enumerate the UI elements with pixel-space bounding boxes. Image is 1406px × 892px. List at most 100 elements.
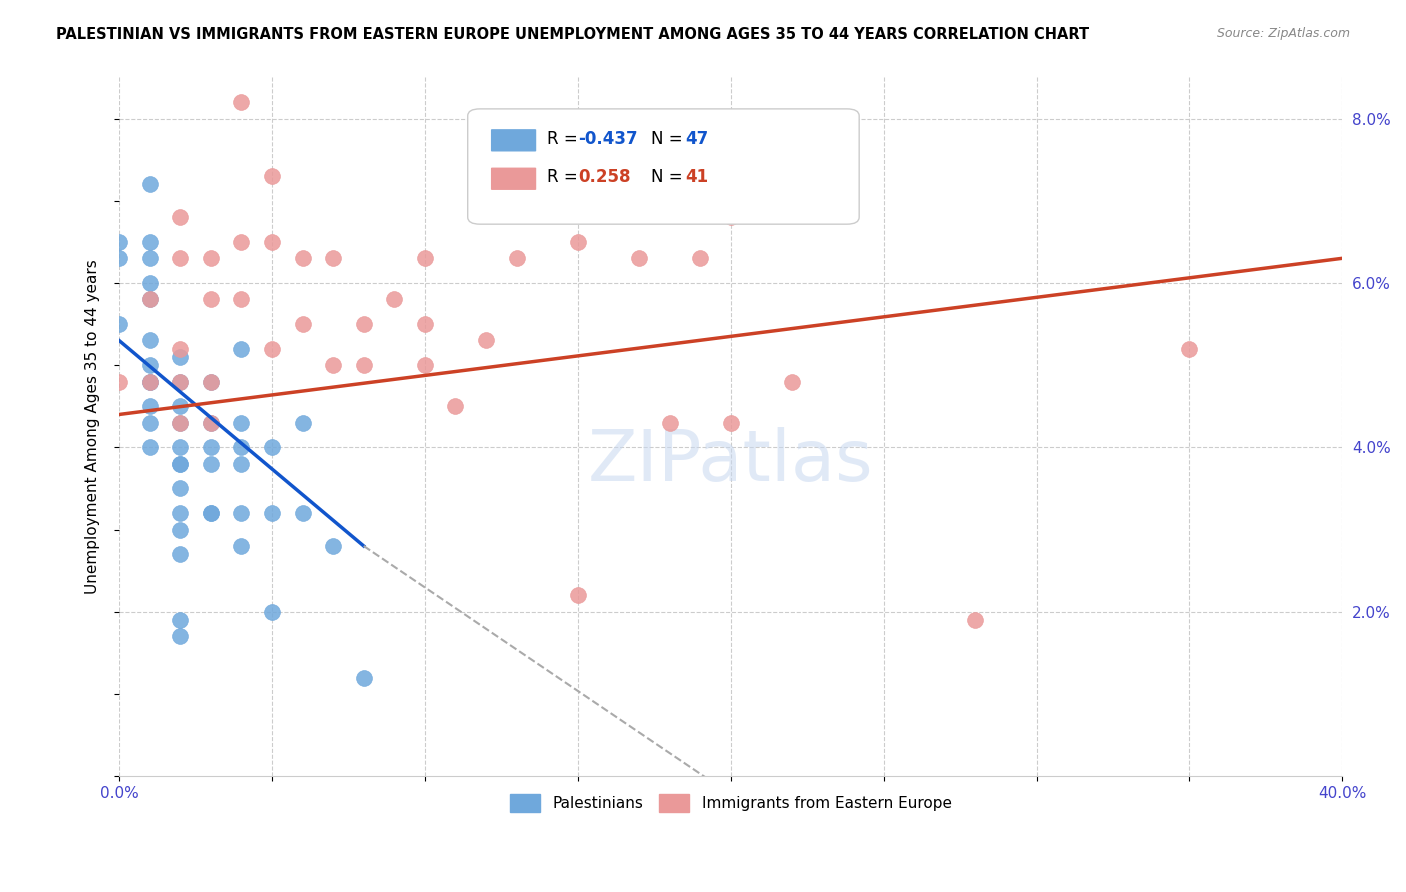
Point bbox=[413, 252, 436, 266]
FancyBboxPatch shape bbox=[491, 168, 536, 190]
Point bbox=[138, 375, 160, 389]
Point bbox=[505, 252, 527, 266]
Text: R =: R = bbox=[547, 169, 589, 186]
Text: 0.258: 0.258 bbox=[578, 169, 630, 186]
Point bbox=[322, 539, 344, 553]
Point bbox=[138, 178, 160, 192]
Point bbox=[169, 523, 191, 537]
Point bbox=[965, 613, 987, 627]
Point bbox=[169, 399, 191, 413]
Text: N =: N = bbox=[651, 169, 688, 186]
Point bbox=[260, 235, 283, 249]
Point bbox=[169, 457, 191, 471]
Point bbox=[260, 605, 283, 619]
Point bbox=[169, 457, 191, 471]
Point bbox=[138, 293, 160, 307]
Point bbox=[231, 95, 253, 109]
Point bbox=[169, 547, 191, 561]
Point bbox=[138, 375, 160, 389]
Point bbox=[231, 293, 253, 307]
Point bbox=[627, 252, 650, 266]
Text: Source: ZipAtlas.com: Source: ZipAtlas.com bbox=[1216, 27, 1350, 40]
Point bbox=[200, 293, 222, 307]
Text: -0.437: -0.437 bbox=[578, 130, 637, 148]
Text: R =: R = bbox=[547, 130, 583, 148]
Point bbox=[138, 252, 160, 266]
Text: 47: 47 bbox=[686, 130, 709, 148]
Point bbox=[291, 317, 314, 331]
Point bbox=[567, 588, 589, 602]
Point bbox=[1178, 342, 1201, 356]
Point bbox=[169, 350, 191, 364]
Point bbox=[200, 457, 222, 471]
Point bbox=[444, 399, 467, 413]
Point bbox=[138, 399, 160, 413]
Point bbox=[291, 506, 314, 520]
Point bbox=[108, 235, 131, 249]
Point bbox=[169, 375, 191, 389]
Point bbox=[138, 358, 160, 372]
Point bbox=[138, 441, 160, 455]
Point bbox=[169, 375, 191, 389]
Point bbox=[169, 506, 191, 520]
Point bbox=[200, 416, 222, 430]
Text: ZIPatlas: ZIPatlas bbox=[588, 427, 873, 496]
Point bbox=[108, 252, 131, 266]
Point bbox=[413, 317, 436, 331]
Point bbox=[260, 342, 283, 356]
Point bbox=[658, 416, 681, 430]
Point bbox=[260, 506, 283, 520]
Point bbox=[200, 375, 222, 389]
Point bbox=[322, 358, 344, 372]
Point bbox=[231, 539, 253, 553]
Point bbox=[353, 671, 375, 685]
Point bbox=[138, 416, 160, 430]
Y-axis label: Unemployment Among Ages 35 to 44 years: Unemployment Among Ages 35 to 44 years bbox=[86, 260, 100, 594]
Point bbox=[231, 457, 253, 471]
Point bbox=[200, 375, 222, 389]
Text: 41: 41 bbox=[686, 169, 709, 186]
FancyBboxPatch shape bbox=[468, 109, 859, 224]
Point bbox=[169, 416, 191, 430]
Point bbox=[169, 416, 191, 430]
Point bbox=[169, 482, 191, 496]
Text: PALESTINIAN VS IMMIGRANTS FROM EASTERN EUROPE UNEMPLOYMENT AMONG AGES 35 TO 44 Y: PALESTINIAN VS IMMIGRANTS FROM EASTERN E… bbox=[56, 27, 1090, 42]
Point bbox=[169, 342, 191, 356]
Point bbox=[260, 169, 283, 183]
Point bbox=[567, 235, 589, 249]
Point bbox=[169, 613, 191, 627]
Point bbox=[138, 375, 160, 389]
Text: N =: N = bbox=[651, 130, 688, 148]
Point bbox=[108, 317, 131, 331]
Point bbox=[231, 416, 253, 430]
Point bbox=[231, 441, 253, 455]
Point bbox=[200, 252, 222, 266]
FancyBboxPatch shape bbox=[491, 129, 536, 152]
Point bbox=[720, 210, 742, 224]
Point bbox=[169, 252, 191, 266]
Point bbox=[353, 358, 375, 372]
Point bbox=[291, 416, 314, 430]
Legend: Palestinians, Immigrants from Eastern Europe: Palestinians, Immigrants from Eastern Eu… bbox=[498, 781, 963, 824]
Point bbox=[260, 441, 283, 455]
Point bbox=[413, 358, 436, 372]
Point bbox=[200, 441, 222, 455]
Point bbox=[322, 252, 344, 266]
Point bbox=[780, 375, 803, 389]
Point bbox=[200, 416, 222, 430]
Point bbox=[138, 235, 160, 249]
Point bbox=[382, 293, 405, 307]
Point bbox=[231, 235, 253, 249]
Point bbox=[231, 506, 253, 520]
Point bbox=[169, 441, 191, 455]
Point bbox=[720, 416, 742, 430]
Point bbox=[169, 210, 191, 224]
Point bbox=[200, 506, 222, 520]
Point bbox=[475, 334, 498, 348]
Point bbox=[353, 317, 375, 331]
Point bbox=[169, 629, 191, 643]
Point bbox=[138, 276, 160, 290]
Point bbox=[291, 252, 314, 266]
Point bbox=[200, 506, 222, 520]
Point bbox=[138, 293, 160, 307]
